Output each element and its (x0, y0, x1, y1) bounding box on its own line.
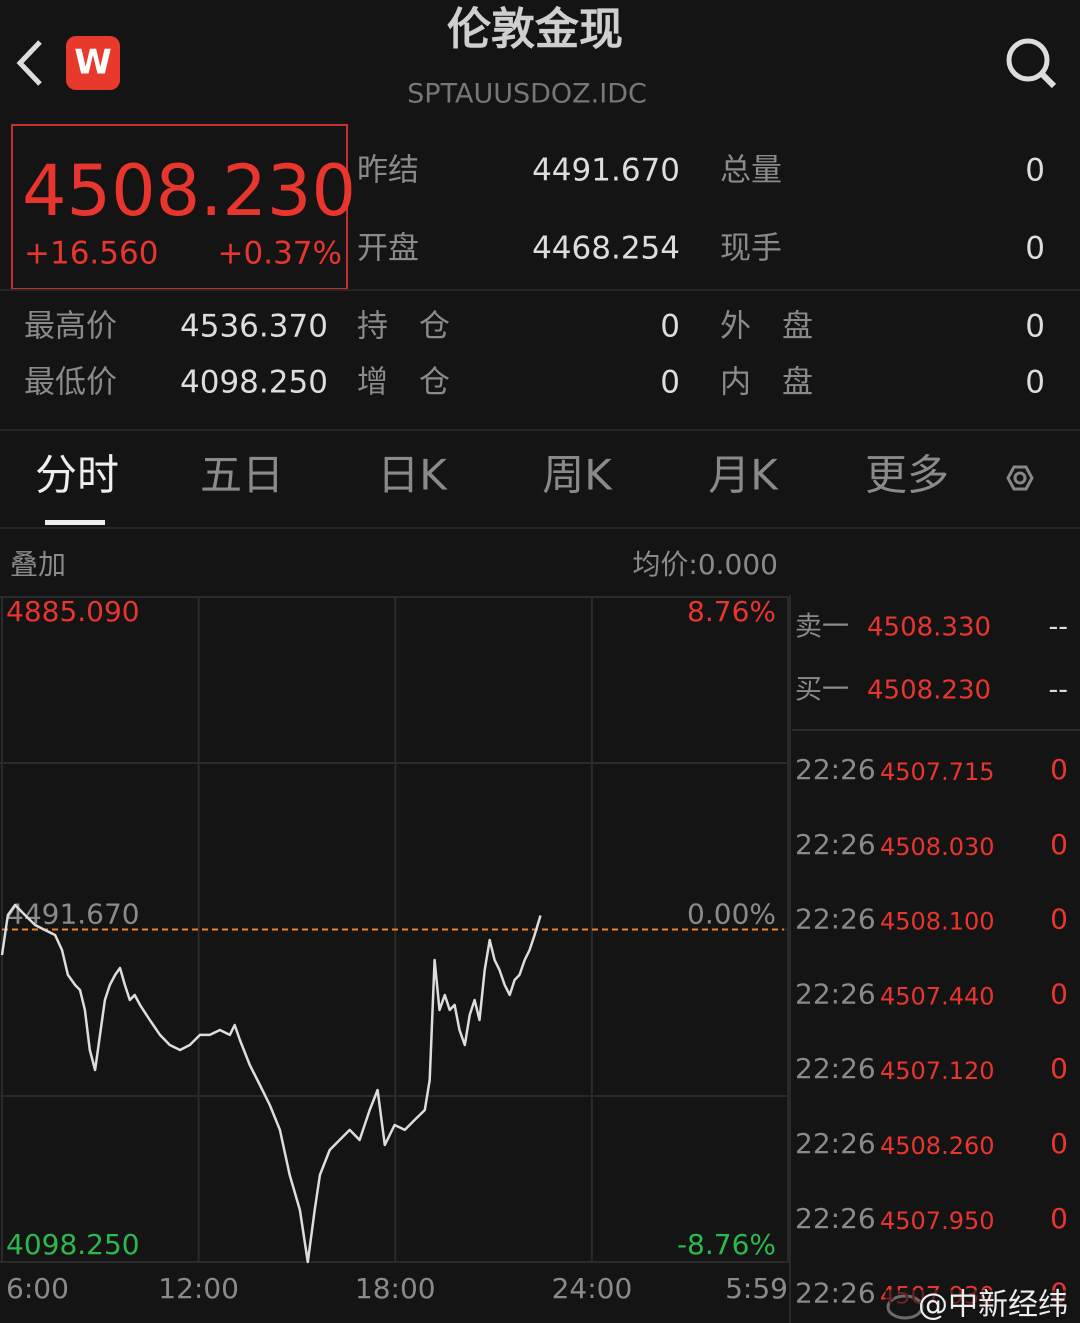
order-volume: -- (1049, 675, 1069, 706)
y2-tick-label: -8.76% (677, 1228, 776, 1261)
back-button[interactable] (16, 40, 42, 86)
order-price: 4508.330 (867, 613, 991, 643)
order-volume: -- (1049, 612, 1069, 643)
tab[interactable]: 月K (708, 451, 779, 500)
price-change-pct: +0.37% (218, 236, 342, 272)
order-side: 买一 (795, 675, 849, 706)
stat-label: 昨结 (357, 153, 419, 189)
logo-letter: W (74, 43, 112, 83)
tab[interactable]: 周K (542, 451, 613, 500)
trade-price: 4507.120 (880, 1057, 995, 1085)
order-side: 卖一 (795, 612, 849, 643)
trade-volume: 0 (1050, 1052, 1068, 1085)
settings-dot (1013, 471, 1027, 485)
y2-tick-label: 8.76% (687, 595, 776, 628)
y-tick-label: 4098.250 (6, 1228, 140, 1261)
stat-label: 外 盘 (720, 309, 813, 345)
trade-time: 22:26 (795, 753, 876, 786)
stat-value: 4468.254 (532, 231, 680, 267)
overlay-button[interactable]: 叠加 (10, 548, 66, 581)
trade-price: 4507.440 (880, 982, 995, 1010)
watermark-backdrop (885, 1290, 1080, 1323)
tab[interactable]: 分时 (35, 451, 119, 500)
trade-time: 22:26 (795, 1052, 876, 1085)
trade-time: 22:26 (795, 1277, 876, 1310)
watermark: @中新经纬 (918, 1288, 1068, 1323)
trade-volume: 0 (1050, 1127, 1068, 1160)
x-tick-label: 18:00 (355, 1272, 436, 1305)
stat-value: 4491.670 (532, 153, 680, 189)
x-tick-label: 12:00 (158, 1272, 239, 1305)
stat-label: 内 盘 (720, 365, 813, 401)
trade-time: 22:26 (795, 977, 876, 1010)
stat-value: 4098.250 (180, 365, 328, 401)
trade-volume: 0 (1050, 1202, 1068, 1235)
price-change: +16.560 (24, 236, 158, 272)
stat-value: 4536.370 (180, 309, 328, 345)
tab[interactable]: 更多 (865, 451, 949, 500)
trade-volume: 0 (1050, 977, 1068, 1010)
stat-value: 0 (1025, 309, 1045, 345)
average-price: 均价:0.000 (632, 548, 778, 581)
stat-value: 0 (1025, 231, 1045, 267)
search-handle (1039, 71, 1057, 89)
trade-price: 4507.950 (880, 1207, 995, 1235)
instrument-code: SPTAUUSDOZ.IDC (407, 79, 647, 110)
trade-volume: 0 (1050, 753, 1068, 786)
trade-volume: 0 (1050, 828, 1068, 861)
trade-time: 22:26 (795, 1127, 876, 1160)
y-tick-label: 4885.090 (6, 595, 140, 628)
y2-tick-label: 0.00% (687, 898, 776, 931)
price-line (0, 903, 542, 1264)
x-tick-label: 5:59 (725, 1272, 788, 1305)
x-tick-label: 24:00 (552, 1272, 633, 1305)
trade-time: 22:26 (795, 1202, 876, 1235)
stat-label: 总量 (720, 153, 782, 189)
settings-button[interactable] (1006, 465, 1034, 491)
stat-label: 最高价 (24, 309, 117, 345)
trade-volume: 0 (1050, 903, 1068, 936)
stat-value: 0 (1025, 153, 1045, 189)
stat-label: 现手 (720, 231, 782, 267)
x-tick-label: 6:00 (6, 1272, 69, 1305)
page-title: 伦敦金现 (447, 4, 623, 55)
stat-label: 持 仓 (357, 309, 450, 345)
stat-label: 增 仓 (357, 365, 450, 401)
trade-price: 4507.715 (880, 758, 995, 786)
stat-label: 开盘 (357, 231, 419, 267)
last-price: 4508.230 (22, 150, 356, 232)
trade-price: 4508.100 (880, 908, 995, 936)
trade-time: 22:26 (795, 903, 876, 936)
trade-time: 22:26 (795, 828, 876, 861)
order-price: 4508.230 (867, 676, 991, 706)
stat-value: 0 (660, 309, 680, 345)
tab-underline (45, 520, 105, 525)
stat-label: 最低价 (24, 365, 117, 401)
trade-price: 4508.030 (880, 833, 995, 861)
stat-value: 0 (1025, 365, 1045, 401)
stat-value: 0 (660, 365, 680, 401)
y-tick-label: 4491.670 (6, 898, 140, 931)
tab[interactable]: 日K (377, 451, 448, 500)
logo-badge (66, 36, 120, 90)
search-button[interactable] (1006, 38, 1050, 82)
trade-price: 4508.260 (880, 1132, 995, 1160)
tab[interactable]: 五日 (200, 451, 284, 500)
